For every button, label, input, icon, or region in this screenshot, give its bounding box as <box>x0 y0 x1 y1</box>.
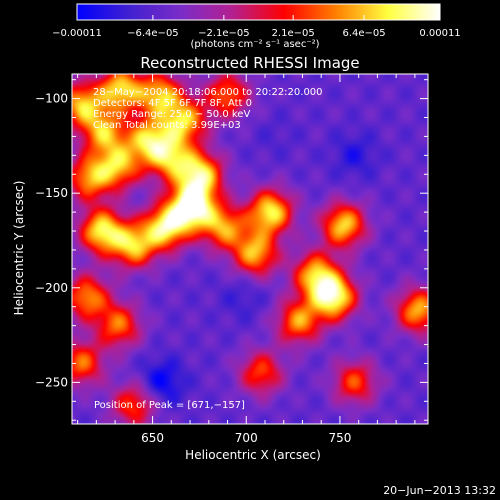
colorbar-unit-label: (photons cm⁻² s⁻¹ asec⁻²) <box>190 39 319 50</box>
colorbar-tick-label: −2.1e−05 <box>198 28 250 39</box>
x-axis-label: Heliocentric X (arcsec) <box>185 448 321 462</box>
colorbar-tick-label: 2.1e−05 <box>272 28 315 39</box>
y-axis-label: Heliocentric Y (arcsec) <box>12 181 26 316</box>
colorbar-tick-label: −0.00011 <box>52 28 102 39</box>
colorbar <box>76 3 441 21</box>
annotation-line: 28−May−2004 20:18:06.000 to 20:22:20.000 <box>93 87 323 98</box>
y-tick-label: −100 <box>35 92 68 106</box>
x-tick-label: 700 <box>235 431 258 445</box>
y-tick-label: −250 <box>35 375 68 389</box>
peak-position-label: Position of Peak = [671,−157] <box>94 400 245 411</box>
chart-title: Reconstructed RHESSI Image <box>140 54 359 72</box>
observation-annotations: 28−May−2004 20:18:06.000 to 20:22:20.000… <box>93 87 323 131</box>
colorbar-tick-label: 6.4e−05 <box>343 28 386 39</box>
y-tick-label: −200 <box>35 281 68 295</box>
annotation-line: Detectors: 4F 5F 6F 7F 8F, Att 0 <box>93 98 252 109</box>
annotation-line: Energy Range: 25.0 − 50.0 keV <box>93 109 250 120</box>
x-tick-label: 750 <box>328 431 351 445</box>
y-tick-label: −150 <box>35 186 68 200</box>
plot-frame <box>71 73 429 425</box>
colorbar-tick-label: 0.00011 <box>419 28 460 39</box>
generation-timestamp: 20−Jun−2013 13:32 <box>383 484 496 497</box>
axis-ticks: 650 700 750 −100 −150 −200 −250 <box>35 74 428 445</box>
heatmap-image <box>72 74 428 424</box>
x-tick-label: 650 <box>141 431 164 445</box>
colorbar-ticks: −0.00011 −6.4e−05 −2.1e−05 2.1e−05 6.4e−05 0.… <box>52 15 461 39</box>
annotation-line: Clean Total counts: 3.99E+03 <box>93 120 241 131</box>
colorbar-tick-label: −6.4e−05 <box>127 28 179 39</box>
